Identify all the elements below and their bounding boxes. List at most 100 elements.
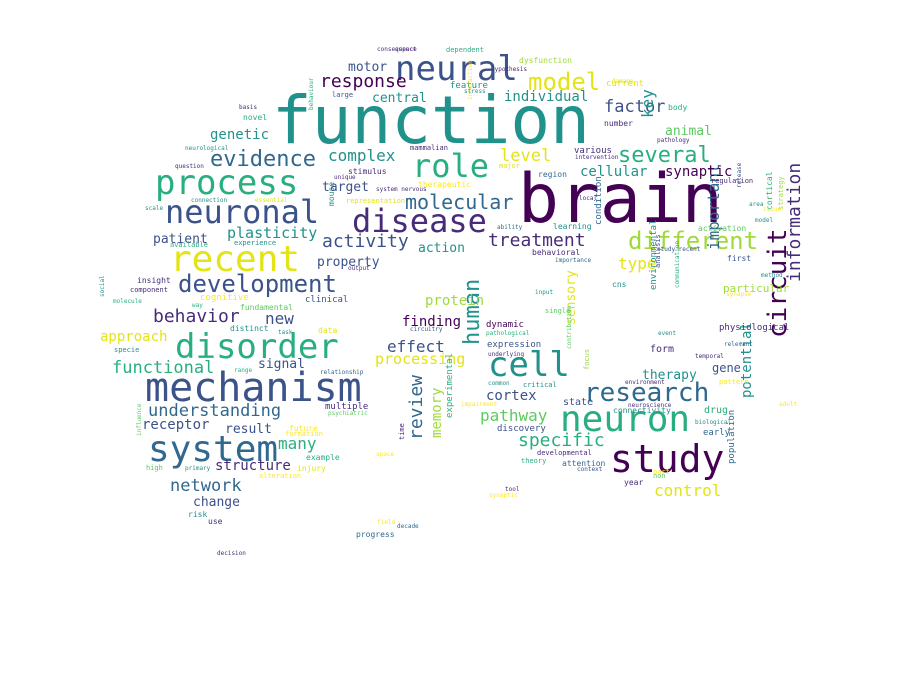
word-space: space <box>376 451 395 458</box>
word-network: network <box>170 476 242 496</box>
word-research: research <box>584 378 710 408</box>
word-consequence: consequence <box>377 46 417 53</box>
word-decade: decade <box>397 523 419 530</box>
word-molecule: molecule <box>113 298 142 305</box>
word-synaptic: synaptic <box>665 164 733 180</box>
word-system: system <box>148 429 279 470</box>
word-critical: critical <box>523 381 557 389</box>
word-behavior: behavior <box>153 306 240 327</box>
word-adult: adult <box>779 401 798 408</box>
word-type: type <box>618 254 657 273</box>
word-environment: environment <box>625 379 665 386</box>
word-dynamic: dynamic <box>486 320 524 330</box>
word-issue: issue <box>763 206 782 213</box>
word-theory: theory <box>521 457 547 465</box>
word-intervention: intervention <box>575 154 619 161</box>
word-number: number <box>604 119 633 128</box>
word-human: human <box>460 278 485 345</box>
word-regulation: regulation <box>711 177 754 185</box>
word-essential: essential <box>255 197 288 204</box>
word-model: model <box>755 217 774 224</box>
word-drug: drug <box>704 405 729 416</box>
word-non: non <box>653 472 666 480</box>
word-cell: cell <box>488 345 570 385</box>
word-stimulus: stimulus <box>348 167 387 176</box>
word-underlying: underlying <box>488 351 525 358</box>
word-release: release <box>736 162 743 188</box>
word-decision: decision <box>217 550 246 557</box>
word-finding: finding <box>402 314 462 330</box>
word-multiple: multiple <box>325 402 369 412</box>
word-first: first <box>727 254 752 263</box>
word-scale: scale <box>145 205 164 212</box>
word-new: new <box>265 309 294 328</box>
word-specific: specific <box>518 430 605 451</box>
word-disease: disease <box>352 202 487 240</box>
word-contribution: contribution <box>566 305 573 349</box>
word-experience: experience <box>234 239 277 247</box>
word-range: range <box>234 367 253 374</box>
word-available: available <box>170 241 208 249</box>
word-approach: approach <box>100 329 168 345</box>
word-molecular: molecular <box>405 190 514 214</box>
word-impairment: impairment <box>461 401 498 408</box>
word-state: state <box>563 397 594 408</box>
word-review: review <box>406 374 427 440</box>
word-motor: motor <box>348 60 388 75</box>
word-several: several <box>618 143 711 168</box>
word-focus: focus <box>583 348 591 370</box>
word-different: different <box>628 227 759 255</box>
word-influence: influence <box>136 403 143 436</box>
word-region: region <box>538 170 567 179</box>
word-mammalian: mammalian <box>410 144 448 152</box>
word-use: use <box>208 517 223 526</box>
word-strategy: strategy <box>777 176 785 210</box>
word-social: social <box>99 275 106 297</box>
word-specie: specie <box>114 346 140 354</box>
word-importance: importance <box>555 257 592 264</box>
word-study-recent: study recent <box>657 246 701 253</box>
word-input: input <box>535 289 554 296</box>
word-complex: complex <box>328 146 396 165</box>
word-pathology: pathology <box>657 137 690 144</box>
word-control: control <box>654 481 722 500</box>
word-fundamental: fundamental <box>240 303 293 312</box>
word-stress: stress <box>464 88 486 95</box>
word-physiological: physiological <box>719 323 790 333</box>
word-distinct: distinct <box>230 324 269 333</box>
word-effect: effect <box>387 337 445 356</box>
word-tool: tool <box>505 486 520 493</box>
word-key: key <box>638 89 657 118</box>
word-treatment: treatment <box>488 230 586 251</box>
word-activation: activation <box>698 224 747 233</box>
word-area: area <box>749 201 764 208</box>
word-context: context <box>577 466 603 473</box>
word-synapse: synapse <box>726 291 752 298</box>
word-task: task <box>278 329 293 336</box>
word-discovery: discovery <box>497 424 546 434</box>
word-single: single <box>545 307 571 315</box>
word-synaptic: synaptic <box>489 492 518 499</box>
word-signal: signal <box>258 357 305 372</box>
word-receptor: receptor <box>142 417 210 433</box>
word-ability: ability <box>497 224 523 231</box>
word-mechanism: mechanism <box>145 365 362 411</box>
word-cns: cns <box>612 280 627 289</box>
word-experimental: experimental <box>445 352 455 418</box>
word-risk: risk <box>188 510 208 519</box>
word-function: function <box>272 82 590 159</box>
word-model: model <box>528 68 601 96</box>
word-plasticity: plasticity <box>227 224 318 242</box>
word-protein: protein <box>425 293 485 309</box>
word-connection: connection <box>191 197 228 204</box>
word-clinical: clinical <box>305 295 349 305</box>
word-event: event <box>658 330 677 337</box>
word-novel: novel <box>243 113 268 122</box>
word-animal: animal <box>665 124 712 139</box>
word-factor: factor <box>604 97 666 117</box>
word-neurological: neurological <box>185 145 229 152</box>
word-aspect: aspect <box>395 46 417 53</box>
word-form: form <box>650 344 675 355</box>
word-target: target <box>322 180 369 195</box>
